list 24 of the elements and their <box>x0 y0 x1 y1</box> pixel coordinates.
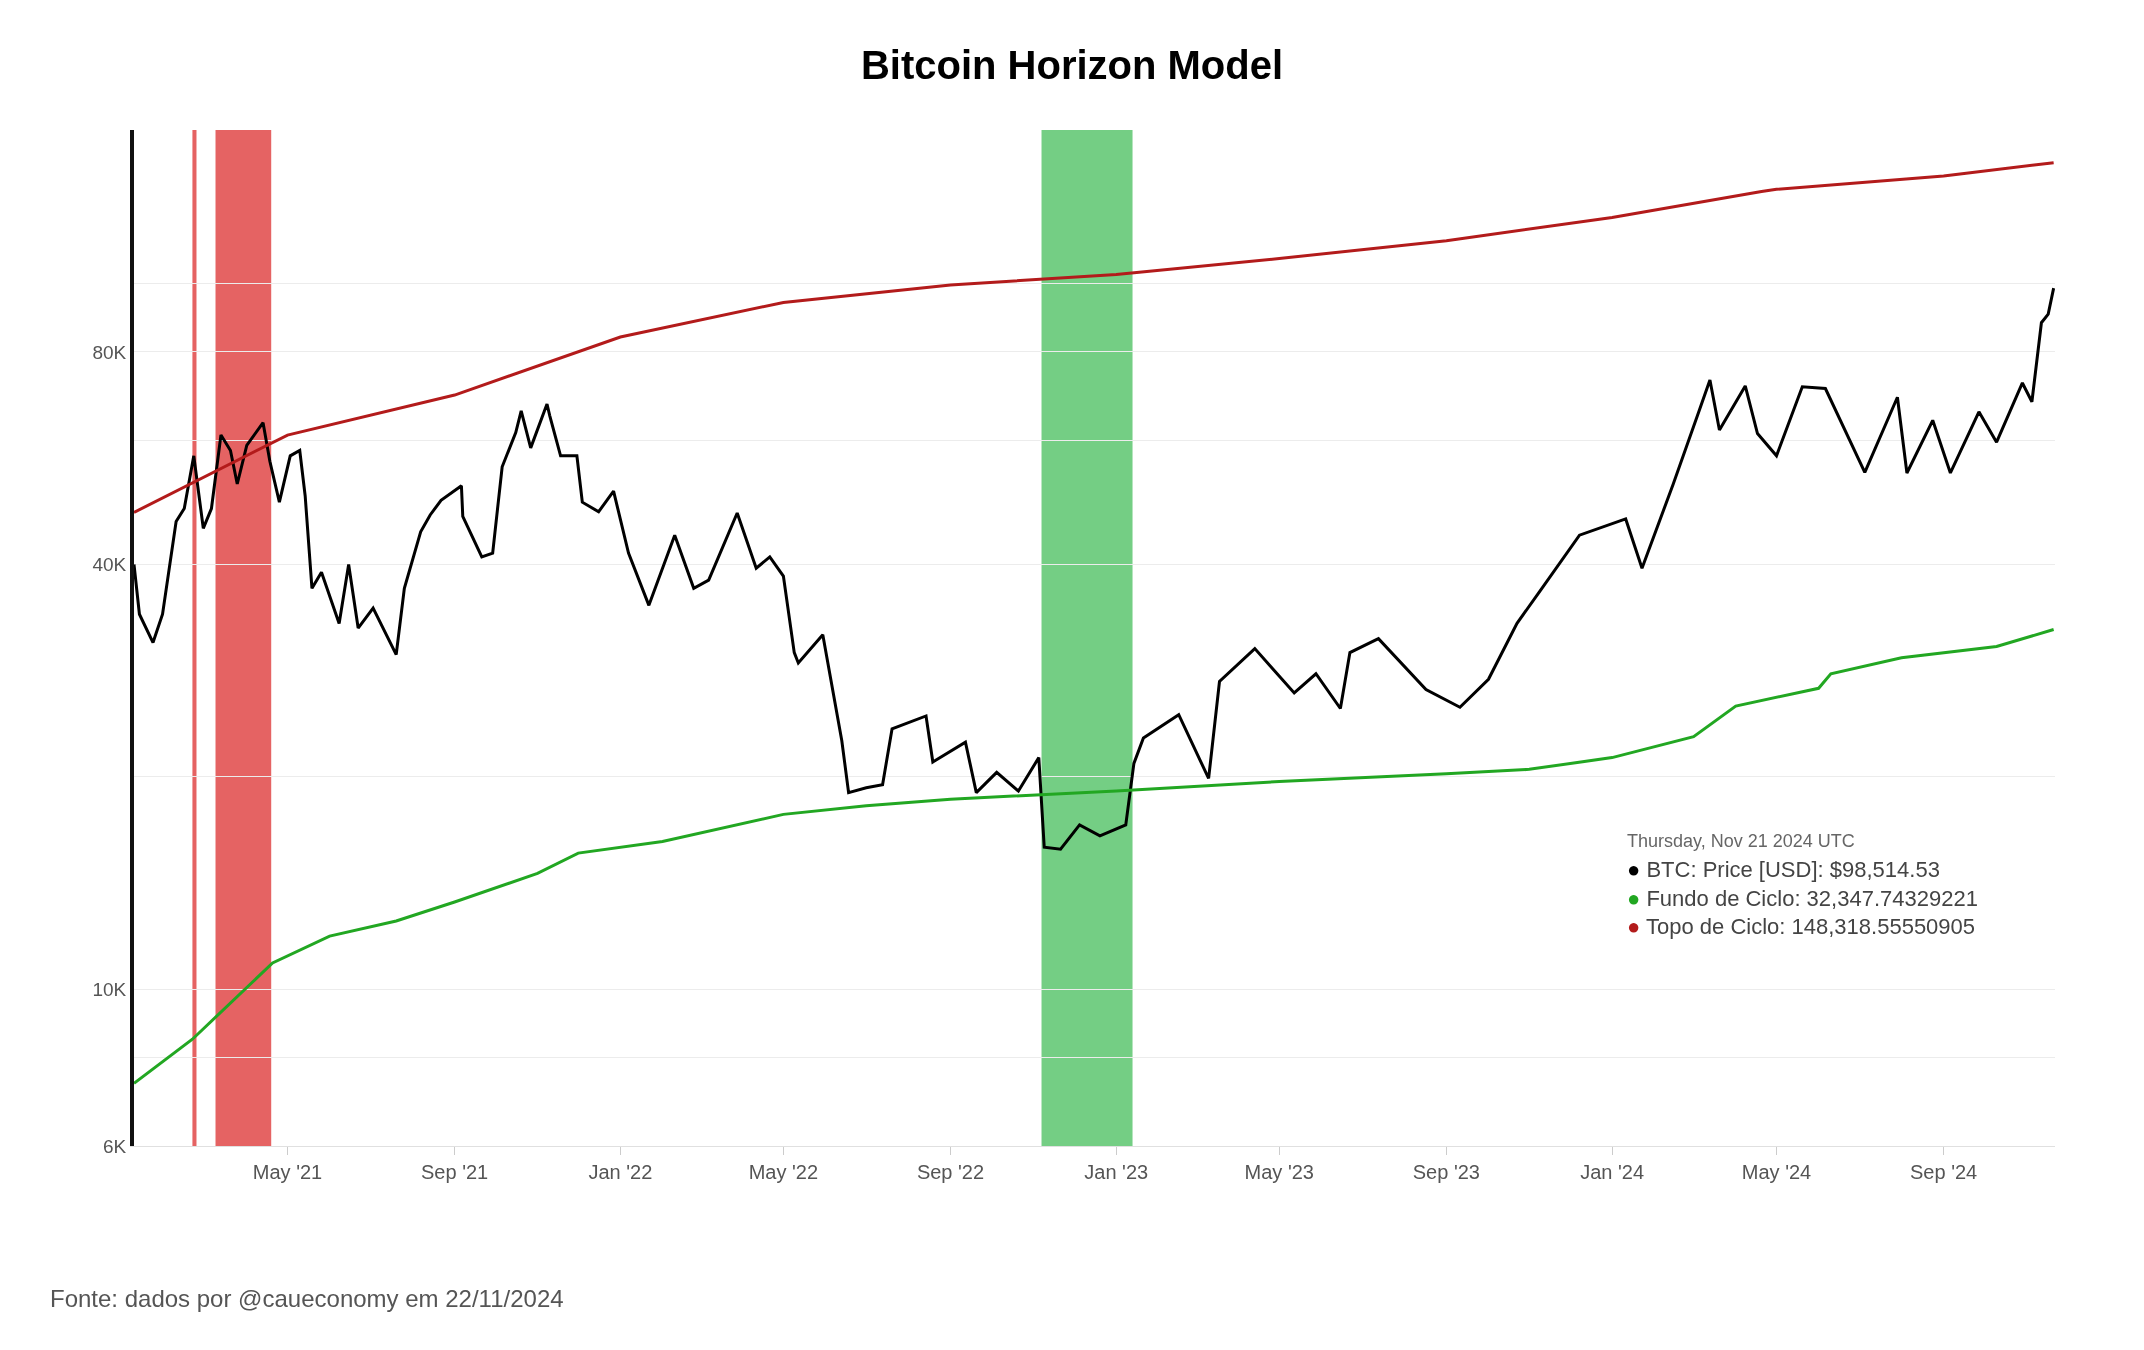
x-tick-label: May '22 <box>748 1161 819 1183</box>
source-note: Fonte: dados por @caueconomy em 22/11/2024 <box>50 1285 564 1312</box>
x-tick-label: Jan '22 <box>588 1161 653 1183</box>
line-series <box>134 286 2055 851</box>
y-tick-label: 6K <box>102 1135 127 1157</box>
y-tick-label: 40K <box>92 554 127 576</box>
x-tick-label: May '23 <box>1244 1161 1314 1183</box>
line-series <box>134 161 2055 514</box>
x-tick-label: Jan '23 <box>1084 1161 1149 1183</box>
annotation: ● BTC: Price [USD]: $98,514.53 <box>1627 857 1940 882</box>
annotation: ● Fundo de Ciclo: 32,347.74329221 <box>1627 886 1978 911</box>
y-tick-label: 10K <box>92 979 127 1001</box>
x-tick-label: May '24 <box>1741 1161 1812 1183</box>
y-tick-label: 80K <box>92 341 127 363</box>
x-tick-label: Sep '24 <box>1909 1161 1978 1183</box>
annotation: Thursday, Nov 21 2024 UTC <box>1627 831 1855 851</box>
x-tick-label: Jan '24 <box>1580 1161 1645 1183</box>
line-series <box>134 628 2055 1085</box>
chart-title: Bitcoin Horizon Model <box>860 42 1284 87</box>
annotation: ● Topo de Ciclo: 148,318.55550905 <box>1627 914 1976 939</box>
x-tick-label: Sep '21 <box>421 1161 489 1183</box>
x-tick-label: Sep '22 <box>916 1161 985 1183</box>
x-tick-label: Sep '23 <box>1412 1161 1480 1183</box>
x-tick-label: May '21 <box>252 1161 323 1183</box>
